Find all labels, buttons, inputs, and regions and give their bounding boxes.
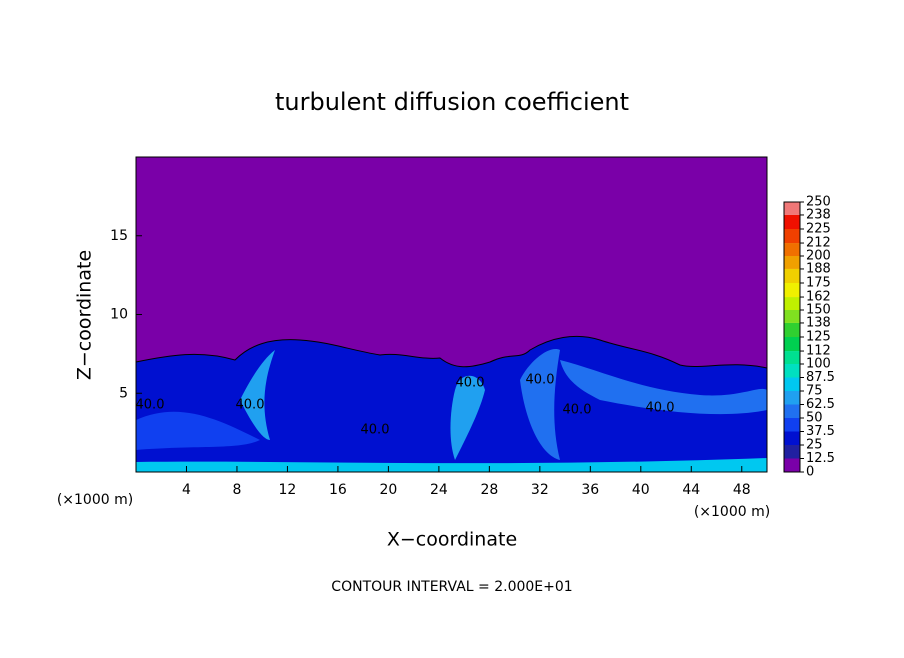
colorbar-label: 100 — [806, 357, 831, 372]
x-tick-label: 24 — [430, 482, 448, 498]
field-streak — [450, 375, 485, 460]
contour-label: 40.0 — [646, 401, 675, 416]
colorbar-label: 250 — [806, 195, 831, 210]
colorbar-label: 200 — [806, 249, 831, 264]
colorbar-label: 188 — [806, 261, 831, 276]
x-tick-label: 12 — [279, 482, 297, 498]
colorbar-band — [784, 377, 800, 391]
x-tick-label: 16 — [329, 482, 347, 498]
colorbar-label: 0 — [806, 465, 814, 480]
colorbar-label: 75 — [806, 384, 823, 399]
contour-label: 40.0 — [136, 398, 165, 413]
colorbar-band — [784, 351, 800, 364]
colorbar-label: 25 — [806, 438, 823, 453]
colorbar-band — [784, 391, 800, 405]
colorbar-label: 87.5 — [806, 370, 835, 385]
contour-label: 40.0 — [361, 423, 390, 438]
field: 40.0 40.0 40.0 40.0 40.0 40.0 40.0 — [135, 157, 768, 473]
x-tick-label: 40 — [632, 482, 650, 498]
contour-label: 40.0 — [563, 403, 592, 418]
x-tick-label: 28 — [480, 482, 498, 498]
field-streak — [240, 350, 275, 440]
x-tick-label: 44 — [682, 482, 700, 498]
x-tick-label: 8 — [232, 482, 241, 498]
contour-label: 40.0 — [236, 398, 265, 413]
colorbar-band — [784, 310, 800, 323]
colorbar-band — [784, 202, 800, 215]
colorbar-band — [784, 458, 800, 472]
contour-label: 40.0 — [526, 373, 555, 388]
colorbar-band — [784, 283, 800, 298]
colorbar-label: 112 — [806, 344, 831, 359]
field-streak — [136, 411, 260, 450]
y-unit-label: (×1000 m) — [57, 492, 133, 508]
colorbar-band — [784, 297, 800, 310]
colorbar-label: 225 — [806, 222, 831, 237]
contour-label: 40.0 — [456, 376, 485, 391]
colorbar-band — [784, 364, 800, 378]
colorbar-band — [784, 337, 800, 352]
y-tick-label: 10 — [110, 307, 128, 323]
chart-title: turbulent diffusion coefficient — [275, 88, 629, 116]
x-unit-label: (×1000 m) — [694, 504, 770, 520]
colorbar-band — [784, 445, 800, 459]
field-region — [135, 335, 768, 473]
colorbar-label: 125 — [806, 330, 831, 345]
colorbar-label: 175 — [806, 276, 831, 291]
colorbar-band — [784, 256, 800, 269]
x-axis-label: X−coordinate — [387, 529, 517, 551]
x-tick-label: 20 — [379, 482, 397, 498]
colorbar-label: 50 — [806, 411, 823, 426]
colorbar-label: 138 — [806, 315, 831, 330]
footnote: CONTOUR INTERVAL = 2.000E+01 — [331, 579, 572, 595]
colorbar-label: 150 — [806, 303, 831, 318]
x-tick-label: 32 — [531, 482, 549, 498]
colorbar-band — [784, 431, 800, 445]
colorbar-band — [784, 243, 800, 256]
colorbar-band — [784, 322, 800, 337]
x-tick-label: 4 — [182, 482, 191, 498]
field-streak — [560, 360, 767, 415]
y-tick-label: 15 — [110, 228, 128, 244]
colorbar-band — [784, 214, 800, 229]
colorbar-band — [784, 229, 800, 244]
colorbar-label: 238 — [806, 207, 831, 222]
y-tick-label: 5 — [119, 385, 128, 401]
colorbar-label: 62.5 — [806, 397, 835, 412]
x-tick-label: 36 — [581, 482, 599, 498]
field-streak — [136, 458, 767, 472]
colorbar-label: 212 — [806, 236, 831, 251]
y-axis-label: Z−coordinate — [74, 250, 96, 380]
colorbar-label: 37.5 — [806, 424, 835, 439]
colorbar-label: 162 — [806, 290, 831, 305]
colorbar-band — [784, 404, 800, 418]
field-streak — [520, 349, 560, 460]
x-tick-label: 48 — [733, 482, 751, 498]
colorbar-label: 12.5 — [806, 451, 835, 466]
colorbar-band — [784, 268, 800, 283]
colorbar-band — [784, 418, 800, 432]
